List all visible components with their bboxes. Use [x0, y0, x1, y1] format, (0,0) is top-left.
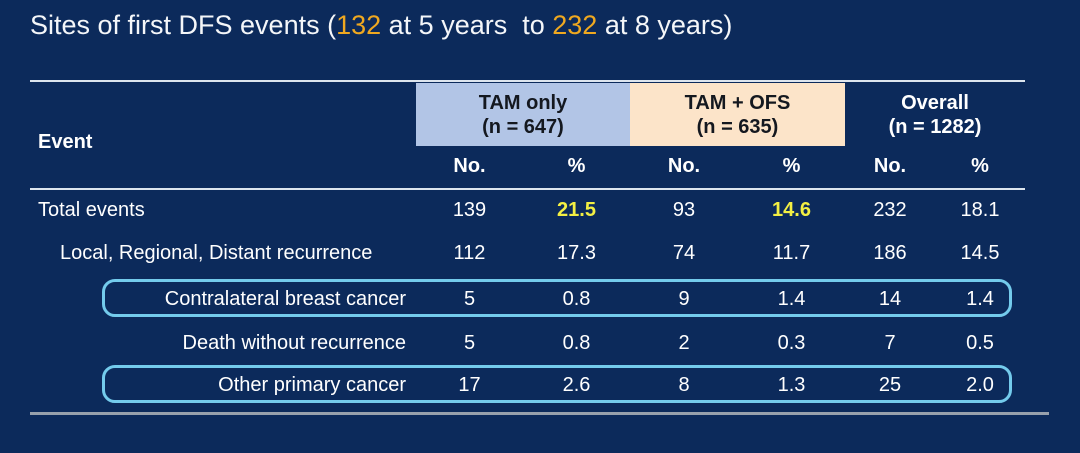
subheader-pct: %: [782, 154, 801, 177]
value-cell: 2: [678, 331, 690, 354]
value-cell: 8: [678, 373, 690, 396]
title-prefix: Sites of first DFS events (: [30, 10, 337, 40]
table-row-other-primary: Other primary cancer 17 2.6 8 1.3 25 2.0: [30, 365, 1025, 403]
subheader-row: No. % No. % No. %: [30, 152, 1025, 180]
group-n: (n = 1282): [888, 115, 982, 138]
value-cell: 5: [463, 287, 476, 310]
group-name: TAM only: [478, 91, 568, 114]
value-cell: 186: [873, 241, 907, 264]
group-n: (n = 635): [696, 115, 779, 138]
value-cell: 0.8: [562, 331, 591, 354]
subheader-no: No.: [453, 154, 486, 177]
slide-title: Sites of first DFS events (132 at 5 year…: [30, 10, 732, 41]
table-bottom-rule: [30, 412, 1049, 415]
value-cell: 1.4: [777, 287, 806, 310]
value-cell: 1.3: [777, 373, 806, 396]
row-label: Contralateral breast cancer: [164, 287, 406, 310]
value-cell: 139: [452, 198, 487, 221]
value-cell: 14: [878, 287, 902, 310]
subheader-pct: %: [971, 154, 989, 177]
title-middle: at 5 years to: [381, 10, 553, 40]
title-suffix: at 8 years): [597, 10, 733, 40]
title-events-at-8-years: 232: [552, 10, 598, 40]
row-label: Other primary cancer: [218, 373, 406, 396]
value-cell: 2.0: [966, 373, 994, 396]
group-name: TAM + OFS: [684, 91, 791, 114]
value-cell: 0.8: [562, 287, 591, 310]
value-cell: 93: [672, 198, 696, 221]
value-cell: 18.1: [960, 198, 1000, 221]
title-events-at-5-years: 132: [336, 10, 382, 40]
table-row-recurrence: Local, Regional, Distant recurrence 112 …: [30, 237, 1025, 269]
value-cell-highlighted: 14.6: [772, 198, 811, 221]
value-cell: 17: [458, 373, 481, 396]
value-cell: 2.6: [562, 373, 591, 396]
value-cell: 14.5: [960, 241, 1000, 264]
subheader-no: No.: [873, 154, 907, 177]
group-n: (n = 647): [482, 115, 564, 138]
value-cell: 7: [884, 331, 896, 354]
subheader-pct: %: [567, 154, 586, 177]
table-row-death: Death without recurrence 5 0.8 2 0.3 7 0…: [30, 327, 1025, 359]
value-cell: 17.3: [557, 241, 596, 264]
row-label: Death without recurrence: [182, 331, 406, 354]
row-label: Local, Regional, Distant recurrence: [60, 241, 373, 264]
column-group-overall: Overall (n = 1282): [845, 83, 1025, 146]
group-name: Overall: [901, 91, 969, 114]
subheader-no: No.: [667, 154, 701, 177]
value-cell-highlighted: 21.5: [557, 198, 596, 221]
value-cell: 74: [672, 241, 696, 264]
value-cell: 5: [463, 331, 476, 354]
value-cell: 112: [453, 241, 486, 264]
table-top-rule: [30, 80, 1025, 82]
event-column-header: Event: [38, 131, 93, 153]
table-header-rule: [30, 188, 1025, 190]
value-cell: 9: [678, 287, 690, 310]
row-label: Total events: [38, 198, 145, 221]
table-row-total-events: Total events 139 21.5 93 14.6 232 18.1: [30, 194, 1025, 226]
value-cell: 232: [873, 198, 907, 221]
column-group-tam-ofs: TAM + OFS (n = 635): [630, 83, 845, 146]
value-cell: 11.7: [772, 241, 811, 264]
value-cell: 0.3: [777, 331, 806, 354]
value-cell: 25: [878, 373, 902, 396]
value-cell: 1.4: [966, 287, 994, 310]
value-cell: 0.5: [966, 331, 994, 354]
table-row-contralateral: Contralateral breast cancer 5 0.8 9 1.4 …: [30, 279, 1025, 317]
column-group-tam-only: TAM only (n = 647): [416, 83, 630, 146]
